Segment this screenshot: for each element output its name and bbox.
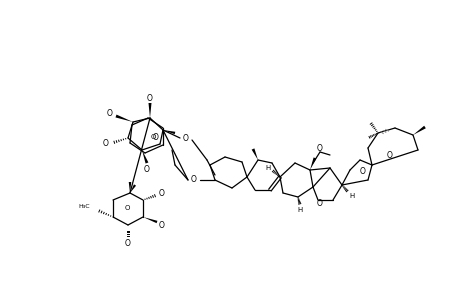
Polygon shape	[309, 158, 316, 170]
Polygon shape	[251, 148, 257, 160]
Text: H: H	[265, 165, 270, 171]
Text: H₃C: H₃C	[78, 205, 90, 209]
Text: O: O	[159, 220, 165, 230]
Text: O: O	[107, 109, 113, 118]
Polygon shape	[129, 182, 131, 193]
Text: O: O	[359, 167, 365, 176]
Text: O: O	[124, 205, 129, 211]
Text: O: O	[144, 164, 150, 173]
Text: O: O	[190, 176, 196, 184]
Text: O: O	[147, 94, 152, 103]
Polygon shape	[130, 184, 136, 193]
Polygon shape	[115, 115, 133, 122]
Text: O: O	[183, 134, 189, 142]
Text: O: O	[150, 134, 155, 140]
Text: O: O	[159, 188, 165, 197]
Text: H: H	[349, 193, 354, 199]
Polygon shape	[148, 103, 151, 118]
Text: O: O	[103, 139, 109, 148]
Text: O: O	[386, 151, 392, 160]
Text: H: H	[297, 207, 302, 213]
Polygon shape	[412, 126, 425, 135]
Polygon shape	[142, 150, 148, 164]
Text: O: O	[316, 199, 322, 208]
Text: O: O	[153, 133, 159, 142]
Polygon shape	[162, 130, 175, 134]
Text: O: O	[125, 239, 131, 248]
Polygon shape	[143, 217, 157, 223]
Text: O: O	[316, 143, 322, 152]
